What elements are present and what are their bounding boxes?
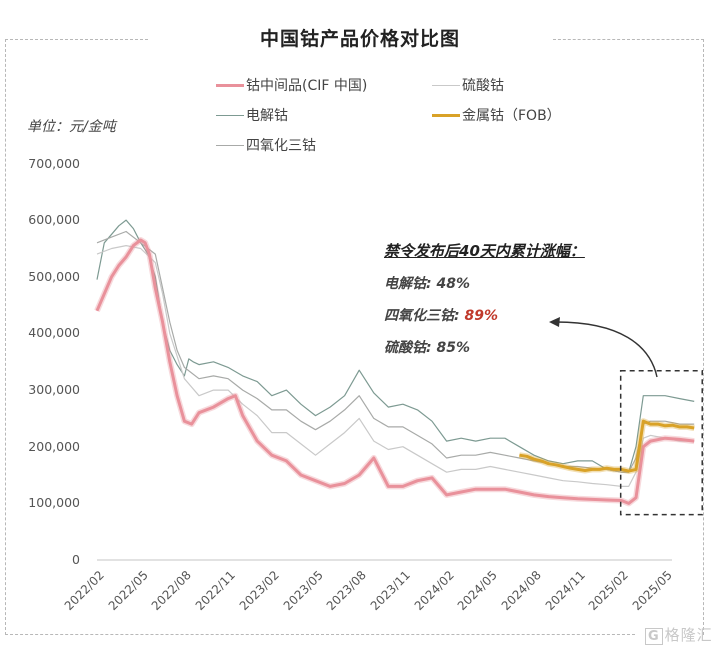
frame-border-top-left <box>5 39 148 40</box>
annotation-row-electrolytic: 电解钴: 48% <box>384 273 585 293</box>
y-tick-label: 300,000 <box>28 382 80 398</box>
annotation-value-highlight: 89% <box>464 308 498 324</box>
annotation-box: 禁令发布后40天内累计涨幅： 电解钴: 48% 四氧化三钴: 89% 硫酸钴: … <box>384 240 585 369</box>
arrow-head-icon <box>549 317 560 327</box>
legend-label: 金属钴（FOB） <box>462 108 561 124</box>
legend-label: 钴中间品(CIF 中国) <box>246 78 368 94</box>
legend-label: 电解钴 <box>246 108 288 124</box>
annotation-row-sulfate: 硫酸钴: 85% <box>384 337 585 357</box>
annotation-label: 硫酸钴: <box>384 340 437 356</box>
annotation-row-tetroxide: 四氧化三钴: 89% <box>384 305 585 325</box>
watermark-text: 格隆汇 <box>664 626 713 644</box>
callout-box <box>619 369 703 516</box>
y-tick-label: 600,000 <box>28 212 80 228</box>
legend-label: 四氧化三钴 <box>246 138 316 154</box>
series-line-cif <box>95 238 695 505</box>
legend-swatch-icon <box>432 84 460 86</box>
legend-item-electrolytic: 电解钴 <box>216 105 288 125</box>
series-layer <box>94 219 695 507</box>
frame-border-bottom <box>5 634 635 635</box>
y-tick-label: 700,000 <box>28 155 80 171</box>
legend-item-fob: 金属钴（FOB） <box>432 105 561 125</box>
legend-swatch-icon <box>432 113 460 117</box>
annotation-value: 85% <box>436 340 470 356</box>
legend-item-tetroxide: 四氧化三钴 <box>216 135 316 155</box>
legend-item-cif: 钴中间品(CIF 中国) <box>216 75 367 95</box>
legend-swatch-icon <box>216 114 244 116</box>
legend-label: 硫酸钴 <box>462 78 504 94</box>
series-line-sulfate <box>96 245 695 487</box>
legend-swatch-icon <box>216 144 244 146</box>
watermark-logo-icon: G <box>645 628 663 645</box>
y-tick-label: 200,000 <box>28 438 80 454</box>
series-line-fob <box>519 419 695 473</box>
y-tick-label: 500,000 <box>28 268 80 284</box>
annotation-label: 电解钴: <box>384 276 437 292</box>
callout-arrow <box>555 321 658 378</box>
y-tick-label: 0 <box>72 552 80 567</box>
annotation-heading: 禁令发布后40天内累计涨幅： <box>384 242 585 260</box>
annotation-value: 48% <box>436 276 470 292</box>
chart-title: 中国钴产品价格对比图 <box>259 28 460 50</box>
frame-border-top-right <box>553 39 704 40</box>
y-tick-label: 400,000 <box>28 325 80 341</box>
legend-swatch-icon <box>216 83 244 87</box>
legend-item-sulfate: 硫酸钴 <box>432 75 504 95</box>
unit-label: 单位：元/金吨 <box>27 119 116 135</box>
y-tick-label: 100,000 <box>28 495 80 511</box>
frame-border-right <box>703 39 704 635</box>
watermark: G 格隆汇 <box>645 624 713 645</box>
annotation-label: 四氧化三钴: <box>384 308 465 324</box>
frame-border-left <box>5 39 6 635</box>
